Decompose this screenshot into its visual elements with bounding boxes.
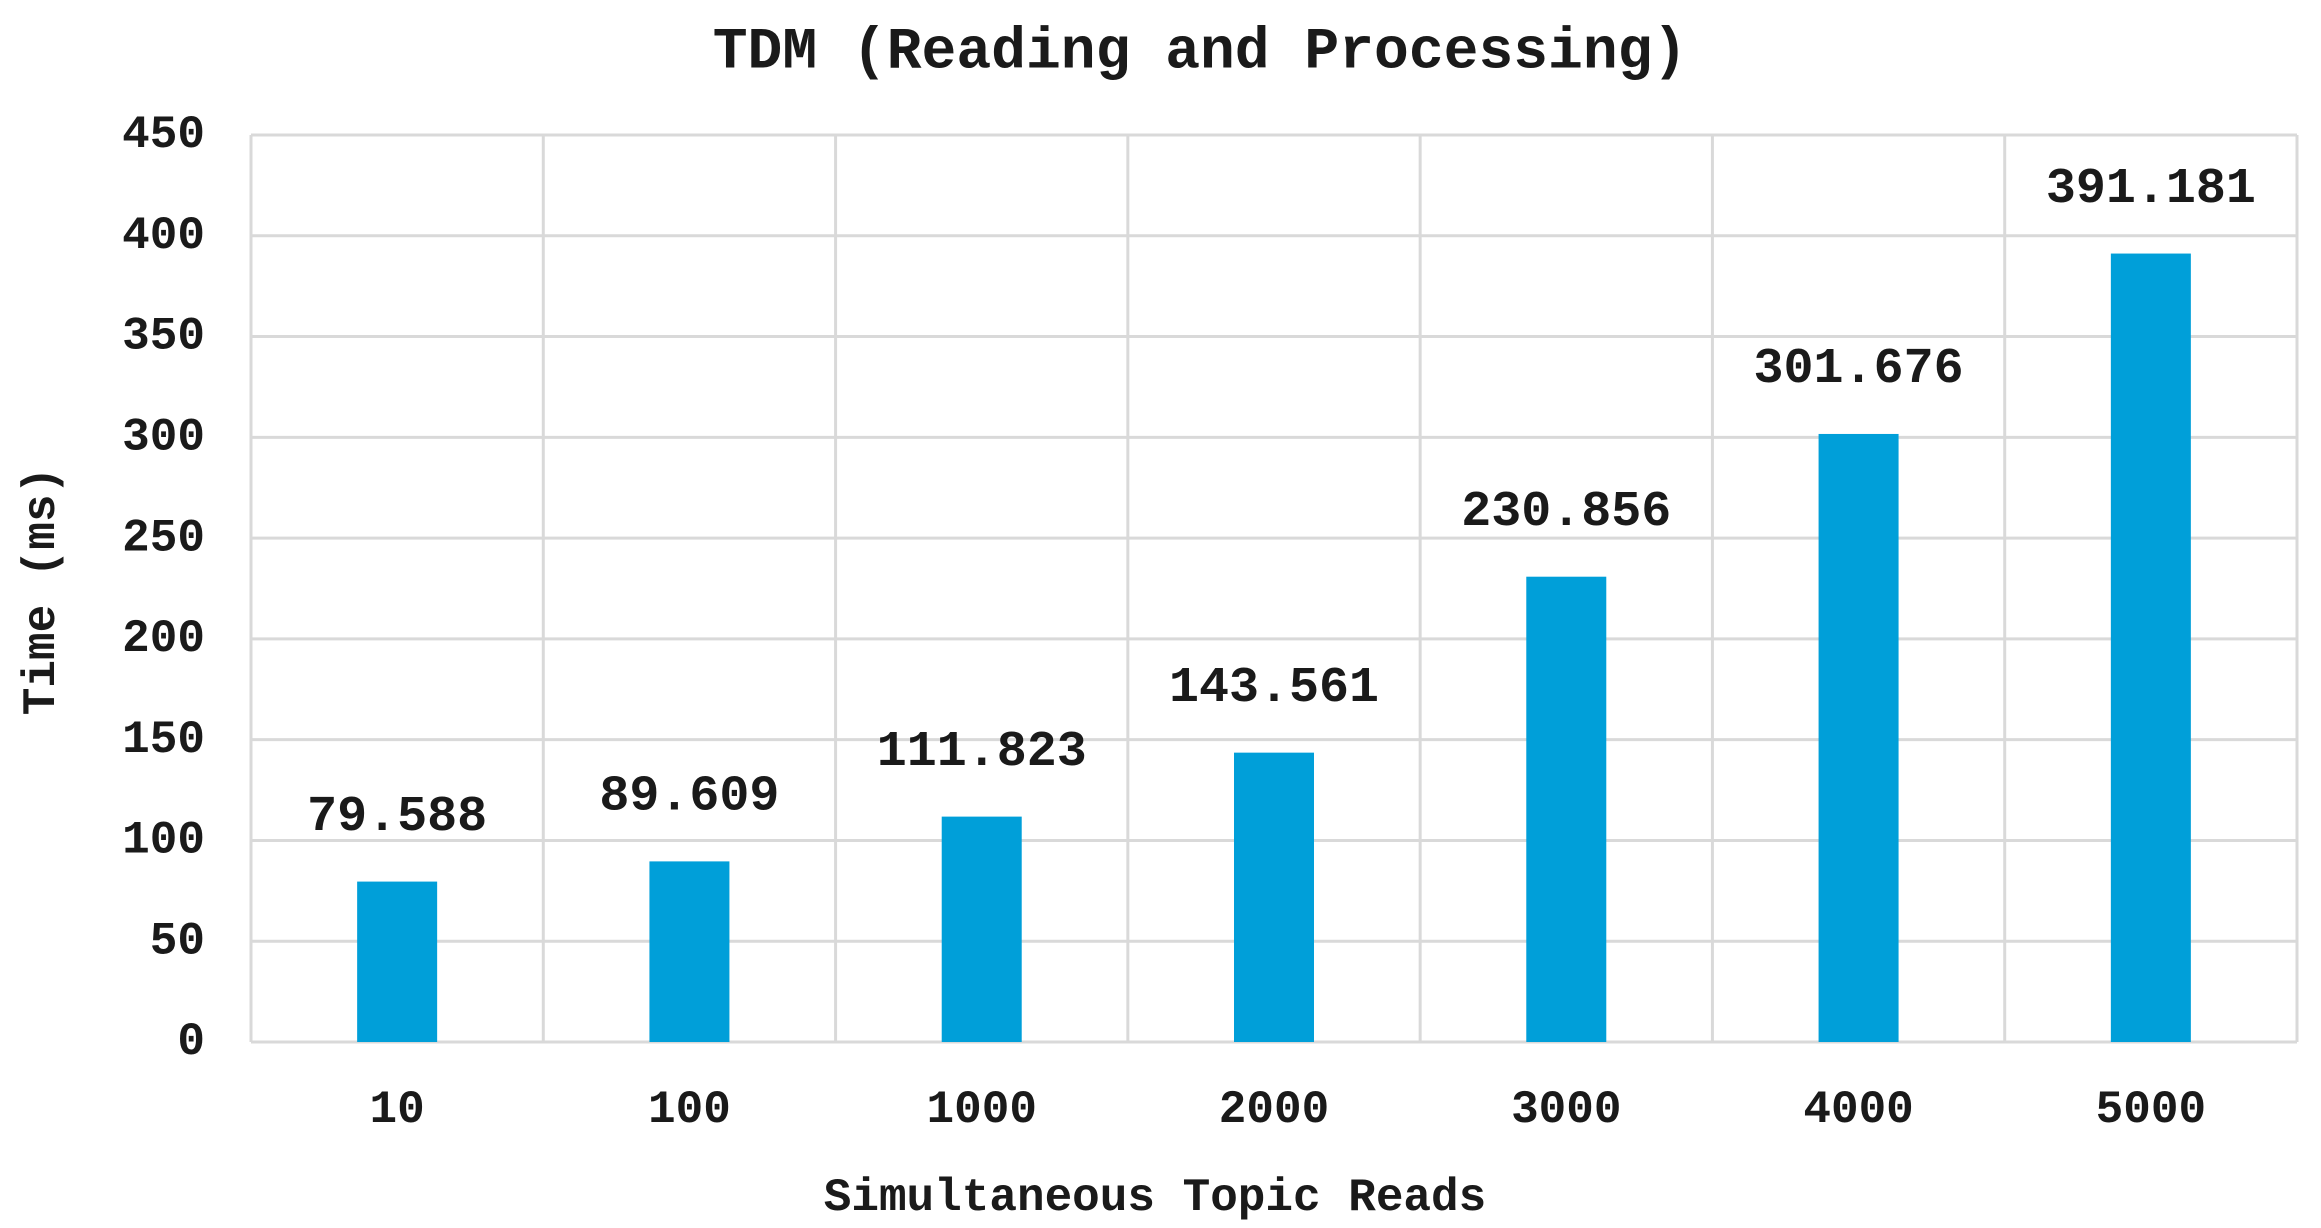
chart-title: TDM (Reading and Processing) <box>713 20 1688 85</box>
bar <box>941 816 1022 1042</box>
y-axis-title: Time (ms) <box>16 467 68 715</box>
bar <box>357 881 438 1042</box>
data-label: 111.823 <box>877 724 1087 781</box>
y-tick-label: 250 <box>122 512 205 564</box>
x-axis-title: Simultaneous Topic Reads <box>824 1172 1487 1224</box>
data-label: 79.588 <box>307 789 487 846</box>
y-tick-label: 200 <box>122 613 205 665</box>
x-tick-label: 5000 <box>2096 1084 2206 1136</box>
data-label: 301.676 <box>1754 341 1964 398</box>
bar <box>1526 576 1607 1042</box>
x-tick-label: 4000 <box>1803 1084 1913 1136</box>
y-tick-label: 300 <box>122 411 205 463</box>
bar <box>1234 752 1314 1042</box>
y-tick-label: 350 <box>122 311 205 363</box>
y-tick-label: 400 <box>122 210 205 262</box>
y-tick-label: 100 <box>122 815 205 867</box>
x-tick-label: 100 <box>648 1084 731 1136</box>
y-tick-label: 0 <box>177 1016 205 1068</box>
y-tick-label: 450 <box>122 109 205 161</box>
x-tick-label: 3000 <box>1511 1084 1621 1136</box>
x-tick-label: 1000 <box>927 1084 1037 1136</box>
data-label: 143.561 <box>1169 660 1379 717</box>
bar <box>2110 253 2191 1042</box>
x-tick-label: 10 <box>370 1084 425 1136</box>
data-label: 391.181 <box>2046 161 2256 218</box>
y-tick-label: 150 <box>122 714 205 766</box>
bar <box>1818 433 1899 1042</box>
bar <box>649 861 730 1042</box>
data-label: 230.856 <box>1461 484 1671 541</box>
data-label: 89.609 <box>599 769 779 826</box>
y-tick-label: 50 <box>150 915 205 967</box>
x-tick-label: 2000 <box>1219 1084 1329 1136</box>
